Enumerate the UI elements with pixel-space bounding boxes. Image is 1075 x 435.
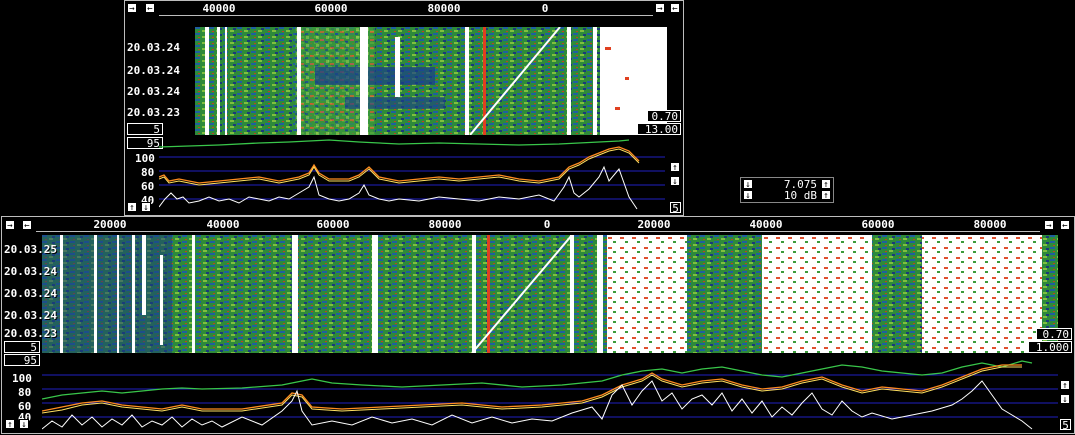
top-waterfall-image: [195, 27, 667, 135]
bottom-bandwidth-box[interactable]: 1.000: [1028, 341, 1072, 353]
bottom-zoom-left-button[interactable]: ←: [1060, 220, 1070, 231]
top-scale-label: 0: [541, 2, 549, 15]
bottom-waterfall-panel: → ← → ← 20000 40000 60000 80000 0 20000 …: [1, 216, 1075, 434]
bottom-spectrum-axis-label: 60: [18, 400, 32, 413]
bottom-date-label: 20.03.23: [4, 327, 57, 340]
top-spectrum[interactable]: [158, 137, 665, 213]
bottom-spectrum-graph: [41, 360, 1058, 430]
top-spectrum-up-button[interactable]: ↑: [670, 162, 680, 173]
top-spectrum-max-box[interactable]: 95: [127, 137, 163, 149]
top-spectrum-down-button-left[interactable]: ↓: [141, 202, 151, 213]
level-down-button[interactable]: ↓: [743, 179, 753, 190]
bottom-scroll-right-button[interactable]: →: [5, 220, 15, 231]
top-spectrum-average-box[interactable]: 5: [670, 202, 681, 214]
bottom-scale-label: 20000: [93, 218, 127, 231]
bottom-spectrum-up-button[interactable]: ↑: [1060, 380, 1070, 391]
top-spectrum-up-button-left[interactable]: ↑: [127, 202, 137, 213]
level-value: 7.075: [783, 178, 817, 191]
bottom-waterfall[interactable]: [42, 235, 1058, 353]
bottom-spectrum-axis-label: 80: [18, 386, 32, 399]
bottom-date-label: 20.03.24: [4, 287, 57, 300]
top-scale-label: 60000: [314, 2, 348, 15]
bottom-spectrum-up-button-left[interactable]: ↑: [5, 419, 15, 430]
level-up-button[interactable]: ↑: [821, 179, 831, 190]
top-date-label: 20.03.24: [127, 41, 180, 54]
top-scale-label: 80000: [427, 2, 461, 15]
top-spectrum-axis-label: 80: [141, 166, 155, 179]
bottom-scale-label: 0: [543, 218, 551, 231]
top-spectrum-graph: [158, 139, 665, 210]
top-bandwidth-box[interactable]: 13.00: [637, 123, 681, 135]
bottom-spectrum-down-button-left[interactable]: ↓: [19, 419, 29, 430]
top-spectrum-axis-label: 60: [141, 180, 155, 193]
top-waterfall-panel: → ← → ← 40000 60000 80000 0: [124, 0, 684, 216]
bottom-scale-label: 20000: [637, 218, 671, 231]
bottom-average-box[interactable]: 5: [4, 341, 40, 353]
bottom-spectrum-axis-label: 100: [12, 372, 32, 385]
bottom-waterfall-image: [42, 235, 1058, 353]
bottom-frequency-scale[interactable]: 20000 40000 60000 80000 0 20000 40000 60…: [36, 217, 1040, 232]
range-value: 10 dB: [783, 189, 817, 202]
bottom-scale-label: 80000: [428, 218, 462, 231]
top-date-label: 20.03.23: [127, 106, 180, 119]
range-down-button[interactable]: ↓: [743, 190, 753, 201]
bottom-scale-label: 80000: [973, 218, 1007, 231]
top-zoom-right-button[interactable]: →: [655, 3, 665, 14]
level-control: ↓ 7.075 ↑ ↓ 10 dB ↑: [740, 177, 834, 203]
top-date-label: 20.03.24: [127, 85, 180, 98]
top-date-label: 20.03.24: [127, 64, 180, 77]
bottom-scale-label: 40000: [749, 218, 783, 231]
range-up-button[interactable]: ↑: [821, 190, 831, 201]
bottom-spectrum-average-box[interactable]: 5: [1060, 419, 1071, 431]
top-waterfall[interactable]: [195, 27, 667, 135]
top-average-box[interactable]: 5: [127, 123, 163, 135]
bottom-spectrum-down-button[interactable]: ↓: [1060, 394, 1070, 405]
bottom-date-label: 20.03.24: [4, 309, 57, 322]
bottom-date-label: 20.03.24: [4, 265, 57, 278]
top-gain-box[interactable]: 0.70: [647, 110, 681, 122]
bottom-zoom-right-button[interactable]: →: [1044, 220, 1054, 231]
bottom-scroll-left-button[interactable]: ←: [22, 220, 32, 231]
bottom-date-label: 20.03.25: [4, 243, 57, 256]
bottom-gain-box[interactable]: 0.70: [1036, 328, 1072, 340]
top-zoom-left-button[interactable]: ←: [670, 3, 680, 14]
top-scale-label: 40000: [202, 2, 236, 15]
bottom-scale-label: 60000: [861, 218, 895, 231]
top-scroll-right-button[interactable]: →: [127, 3, 137, 14]
bottom-scale-label: 60000: [316, 218, 350, 231]
top-spectrum-axis-label: 100: [135, 152, 155, 165]
top-spectrum-down-button[interactable]: ↓: [670, 176, 680, 187]
bottom-spectrum[interactable]: [41, 355, 1058, 431]
top-scroll-left-button[interactable]: ←: [145, 3, 155, 14]
bottom-spectrum-max-box[interactable]: 95: [4, 354, 40, 366]
bottom-scale-label: 40000: [206, 218, 240, 231]
top-frequency-scale[interactable]: 40000 60000 80000 0: [159, 1, 653, 16]
